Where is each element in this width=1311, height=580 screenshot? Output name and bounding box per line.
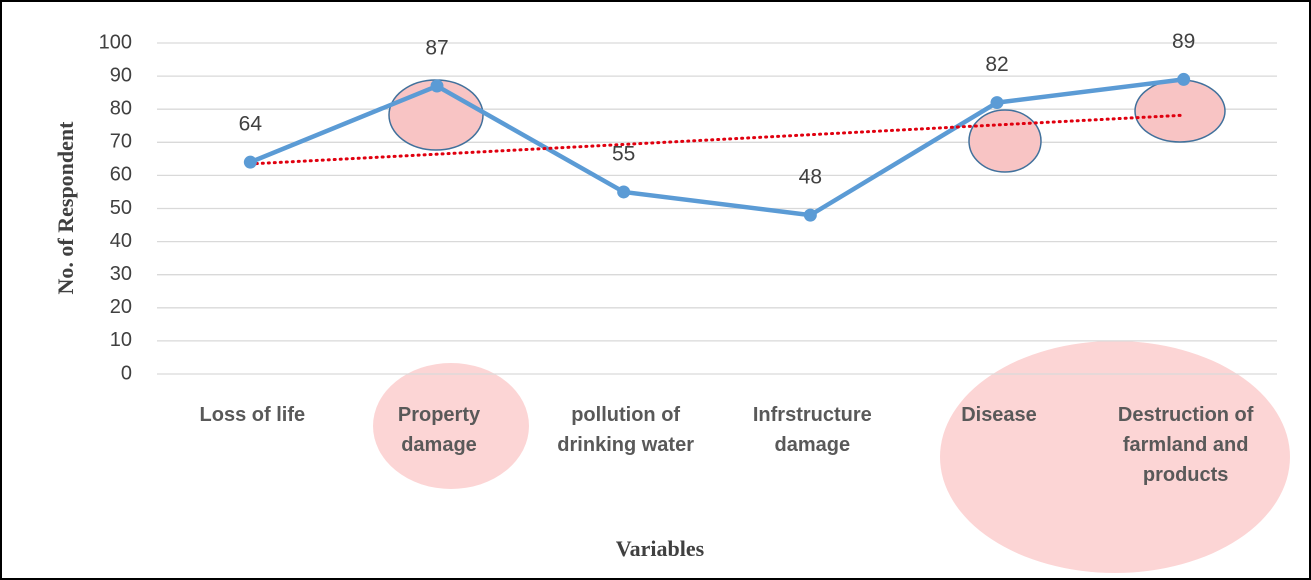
marker bbox=[803, 208, 817, 222]
y-tick-label: 70 bbox=[110, 131, 132, 153]
y-tick-label: 50 bbox=[110, 197, 132, 219]
marker bbox=[430, 79, 444, 93]
decorations bbox=[373, 341, 1290, 573]
highlight-circle bbox=[968, 109, 1042, 173]
x-tick-label: Loss of life bbox=[199, 404, 306, 426]
x-axis-title: Variables bbox=[616, 536, 705, 561]
x-tick-label: pollution of drinking water bbox=[557, 404, 694, 456]
x-tick-label: Destruction of farmland and products bbox=[1117, 404, 1254, 486]
y-tick-label: 100 bbox=[99, 31, 132, 53]
highlight bbox=[940, 341, 1290, 573]
x-tick-label: Disease bbox=[961, 404, 1037, 426]
highlight-circle bbox=[1134, 79, 1226, 143]
marker bbox=[243, 155, 257, 169]
trendline bbox=[248, 113, 1186, 166]
data-label: 55 bbox=[612, 142, 635, 165]
y-axis-title: No. of Respondent bbox=[53, 121, 78, 295]
y-tick-label: 80 bbox=[110, 97, 132, 119]
series-line bbox=[249, 77, 1184, 218]
data-label: 89 bbox=[1172, 30, 1195, 53]
marker bbox=[1177, 72, 1191, 86]
data-label: 48 bbox=[799, 166, 822, 189]
data-label: 87 bbox=[425, 37, 448, 60]
y-tick-label: 0 bbox=[121, 362, 132, 384]
marker bbox=[990, 96, 1004, 110]
y-tick-label: 20 bbox=[110, 296, 132, 318]
highlight bbox=[373, 363, 529, 489]
y-tick-label: 40 bbox=[110, 230, 132, 252]
y-tick-label: 90 bbox=[110, 64, 132, 86]
marker bbox=[617, 185, 631, 199]
circles bbox=[388, 79, 1226, 173]
y-tick-label: 10 bbox=[110, 329, 132, 351]
data-label: 64 bbox=[239, 113, 263, 136]
x-tick-label: Property damage bbox=[397, 404, 481, 456]
y-tick-label: 30 bbox=[110, 263, 132, 285]
x-tick-label: Infrstructure damage bbox=[752, 404, 872, 456]
data-label: 82 bbox=[985, 53, 1008, 76]
y-tick-label: 60 bbox=[110, 164, 132, 186]
